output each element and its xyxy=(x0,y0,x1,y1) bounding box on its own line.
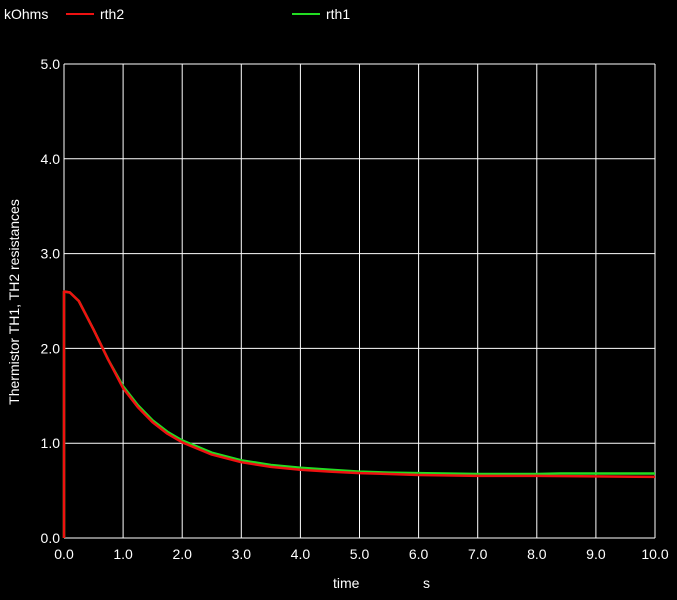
x-tick-label: 4.0 xyxy=(291,546,311,562)
y-tick-label: 4.0 xyxy=(41,151,61,167)
x-tick-label: 3.0 xyxy=(232,546,252,562)
x-axis-title: time xyxy=(333,575,360,591)
x-tick-label: 7.0 xyxy=(468,546,488,562)
x-tick-label: 0.0 xyxy=(54,546,74,562)
legend-item-rth1: rth1 xyxy=(292,6,350,22)
y-tick-label: 5.0 xyxy=(41,56,61,72)
legend-item-rth2: rth2 xyxy=(66,6,124,22)
legend-label-rth1: rth1 xyxy=(326,6,351,22)
y-tick-label: 0.0 xyxy=(41,530,61,546)
x-tick-label: 8.0 xyxy=(527,546,547,562)
series-line-rth2 xyxy=(62,290,656,538)
x-tick-label: 9.0 xyxy=(586,546,606,562)
y-tick-label: 2.0 xyxy=(41,340,61,356)
x-tick-label: 1.0 xyxy=(113,546,133,562)
x-tick-label: 2.0 xyxy=(172,546,192,562)
legend-swatch-rth2 xyxy=(66,13,94,15)
y-unit-label: kOhms xyxy=(4,6,49,22)
y-tick-label: 3.0 xyxy=(41,246,61,262)
legend-label-rth2: rth2 xyxy=(100,6,125,22)
x-tick-label: 6.0 xyxy=(409,546,429,562)
legend-swatch-rth1 xyxy=(292,13,320,15)
x-tick-label: 10.0 xyxy=(641,546,668,562)
x-axis-unit: s xyxy=(423,575,430,591)
y-tick-label: 1.0 xyxy=(41,435,61,451)
x-tick-label: 5.0 xyxy=(350,546,370,562)
